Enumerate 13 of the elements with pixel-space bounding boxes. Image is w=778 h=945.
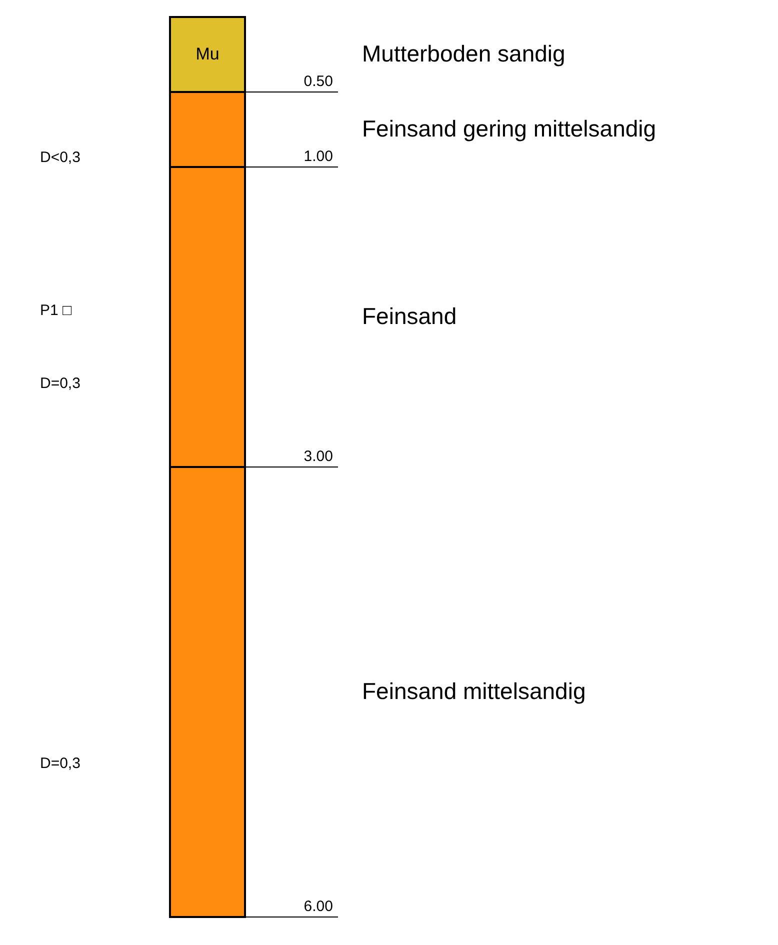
text: Feinsand xyxy=(362,303,457,329)
text: Mutterboden sandig xyxy=(362,40,566,66)
text: P1 □ xyxy=(40,302,73,319)
text: D=0,3 xyxy=(40,755,80,772)
ref-line-label: 0.50 xyxy=(304,73,333,90)
ref-line-label: 6.00 xyxy=(304,898,333,915)
ref-line-label: 3.00 xyxy=(304,448,333,465)
annotation: Mu xyxy=(196,44,220,64)
text: Feinsand mittelsandig xyxy=(362,678,586,704)
text: D=0,3 xyxy=(40,375,80,392)
ref-line-label: 1.00 xyxy=(304,148,333,165)
text: D<0,3 xyxy=(40,149,80,166)
text: Feinsand gering mittelsandig xyxy=(362,116,656,142)
